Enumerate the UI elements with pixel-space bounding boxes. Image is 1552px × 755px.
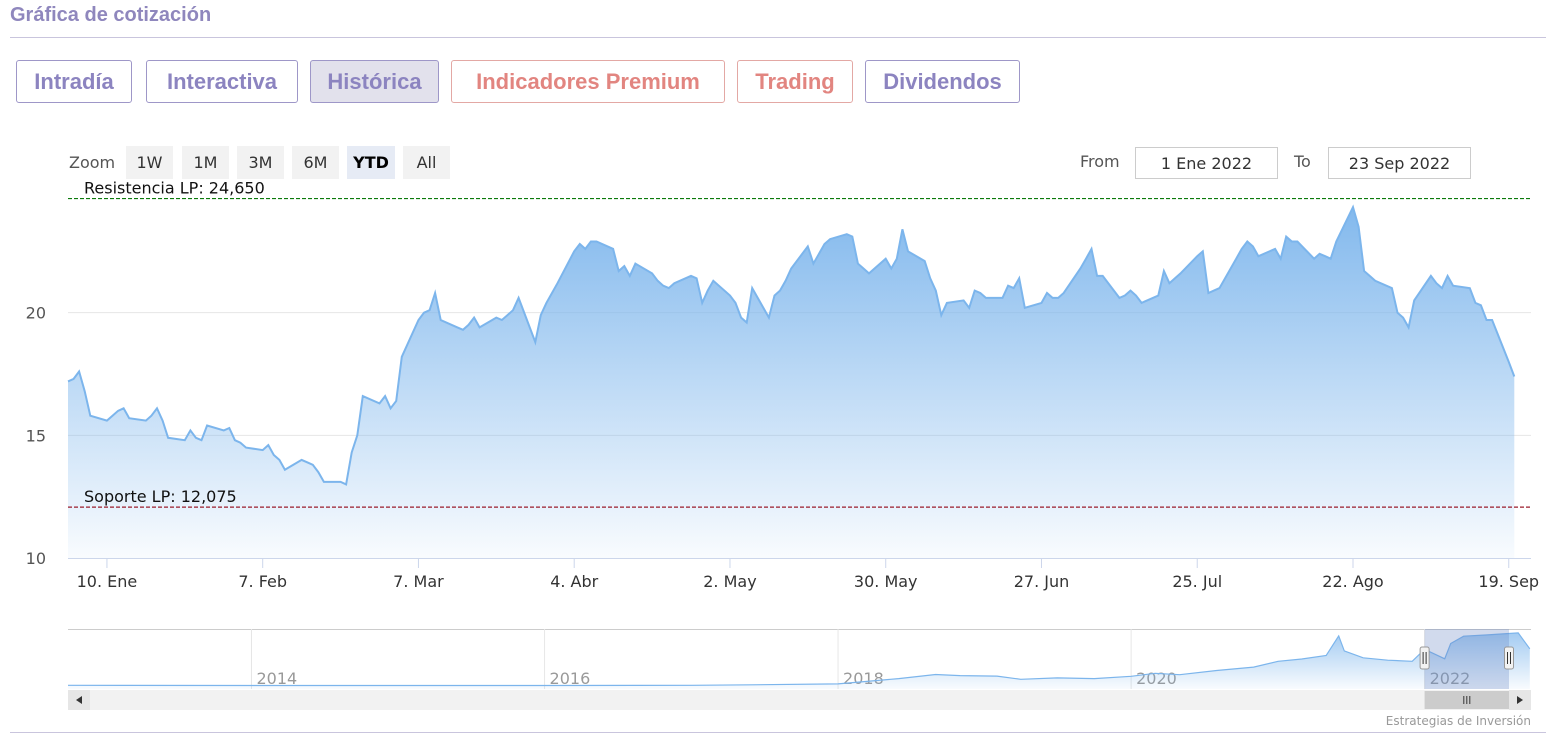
zoom-button-ytd[interactable]: YTD: [347, 146, 395, 179]
x-tick-label: 27. Jun: [1014, 572, 1070, 591]
zoom-button-6m[interactable]: 6M: [292, 146, 339, 179]
navigator-area: [68, 632, 1530, 689]
tab-interactiva[interactable]: Interactiva: [146, 60, 298, 103]
chevron-left-icon: [76, 696, 82, 704]
x-tick-label: 25. Jul: [1172, 572, 1222, 591]
y-tick-label: 15: [26, 426, 46, 445]
handle-body: [1504, 646, 1514, 670]
y-tick-label: 10: [26, 549, 46, 568]
x-tick-label: 7. Feb: [238, 572, 287, 591]
zoom-button-1m[interactable]: 1M: [182, 146, 229, 179]
navigator-selection: [1424, 629, 1509, 689]
range-to-input[interactable]: 23 Sep 2022: [1328, 147, 1471, 179]
bottom-divider: [10, 732, 1546, 733]
tab-historica[interactable]: Histórica: [310, 60, 439, 103]
x-tick-label: 10. Ene: [77, 572, 138, 591]
scrollbar-track[interactable]: [68, 690, 1531, 710]
resistance-label: Resistencia LP: 24,650: [84, 179, 265, 198]
tab-intradia[interactable]: Intradía: [16, 60, 132, 103]
navigator-year-label: 2014: [256, 669, 297, 688]
x-tick-label: 4. Abr: [550, 572, 598, 591]
zoom-button-all[interactable]: All: [403, 146, 450, 179]
navigator-line: [67, 632, 1531, 687]
tab-dividendos[interactable]: Dividendos: [865, 60, 1020, 103]
range-to-label: To: [1294, 152, 1311, 171]
x-tick-label: 2. May: [703, 572, 756, 591]
handle-body: [1419, 646, 1430, 670]
zoom-label: Zoom: [69, 153, 116, 172]
tab-indicadores-premium[interactable]: Indicadores Premium: [451, 60, 725, 103]
x-tick-label: 7. Mar: [393, 572, 444, 591]
tab-trading[interactable]: Trading: [737, 60, 853, 103]
y-tick-label: 20: [26, 304, 46, 323]
title-divider: [10, 37, 1546, 38]
price-area: [68, 207, 1515, 558]
range-from-label: From: [1080, 152, 1120, 171]
x-tick-label: 22. Ago: [1322, 572, 1383, 591]
navigator-year-label: 2016: [550, 669, 591, 688]
price-line: [67, 204, 1516, 486]
range-from-input[interactable]: 1 Ene 2022: [1135, 147, 1278, 179]
chevron-right-icon: [1517, 696, 1523, 704]
x-tick-label: 30. May: [854, 572, 918, 591]
navigator-left-handle[interactable]: [1419, 646, 1430, 670]
x-tick-label: 19. Sep: [1478, 572, 1539, 591]
zoom-button-1w[interactable]: 1W: [126, 146, 173, 179]
zoom-button-3m[interactable]: 3M: [237, 146, 284, 179]
support-label: Soporte LP: 12,075: [84, 487, 237, 506]
credits-link[interactable]: Estrategias de Inversión: [1386, 714, 1531, 728]
section-title: Gráfica de cotización: [10, 4, 212, 26]
navigator-right-handle[interactable]: [1504, 646, 1514, 670]
